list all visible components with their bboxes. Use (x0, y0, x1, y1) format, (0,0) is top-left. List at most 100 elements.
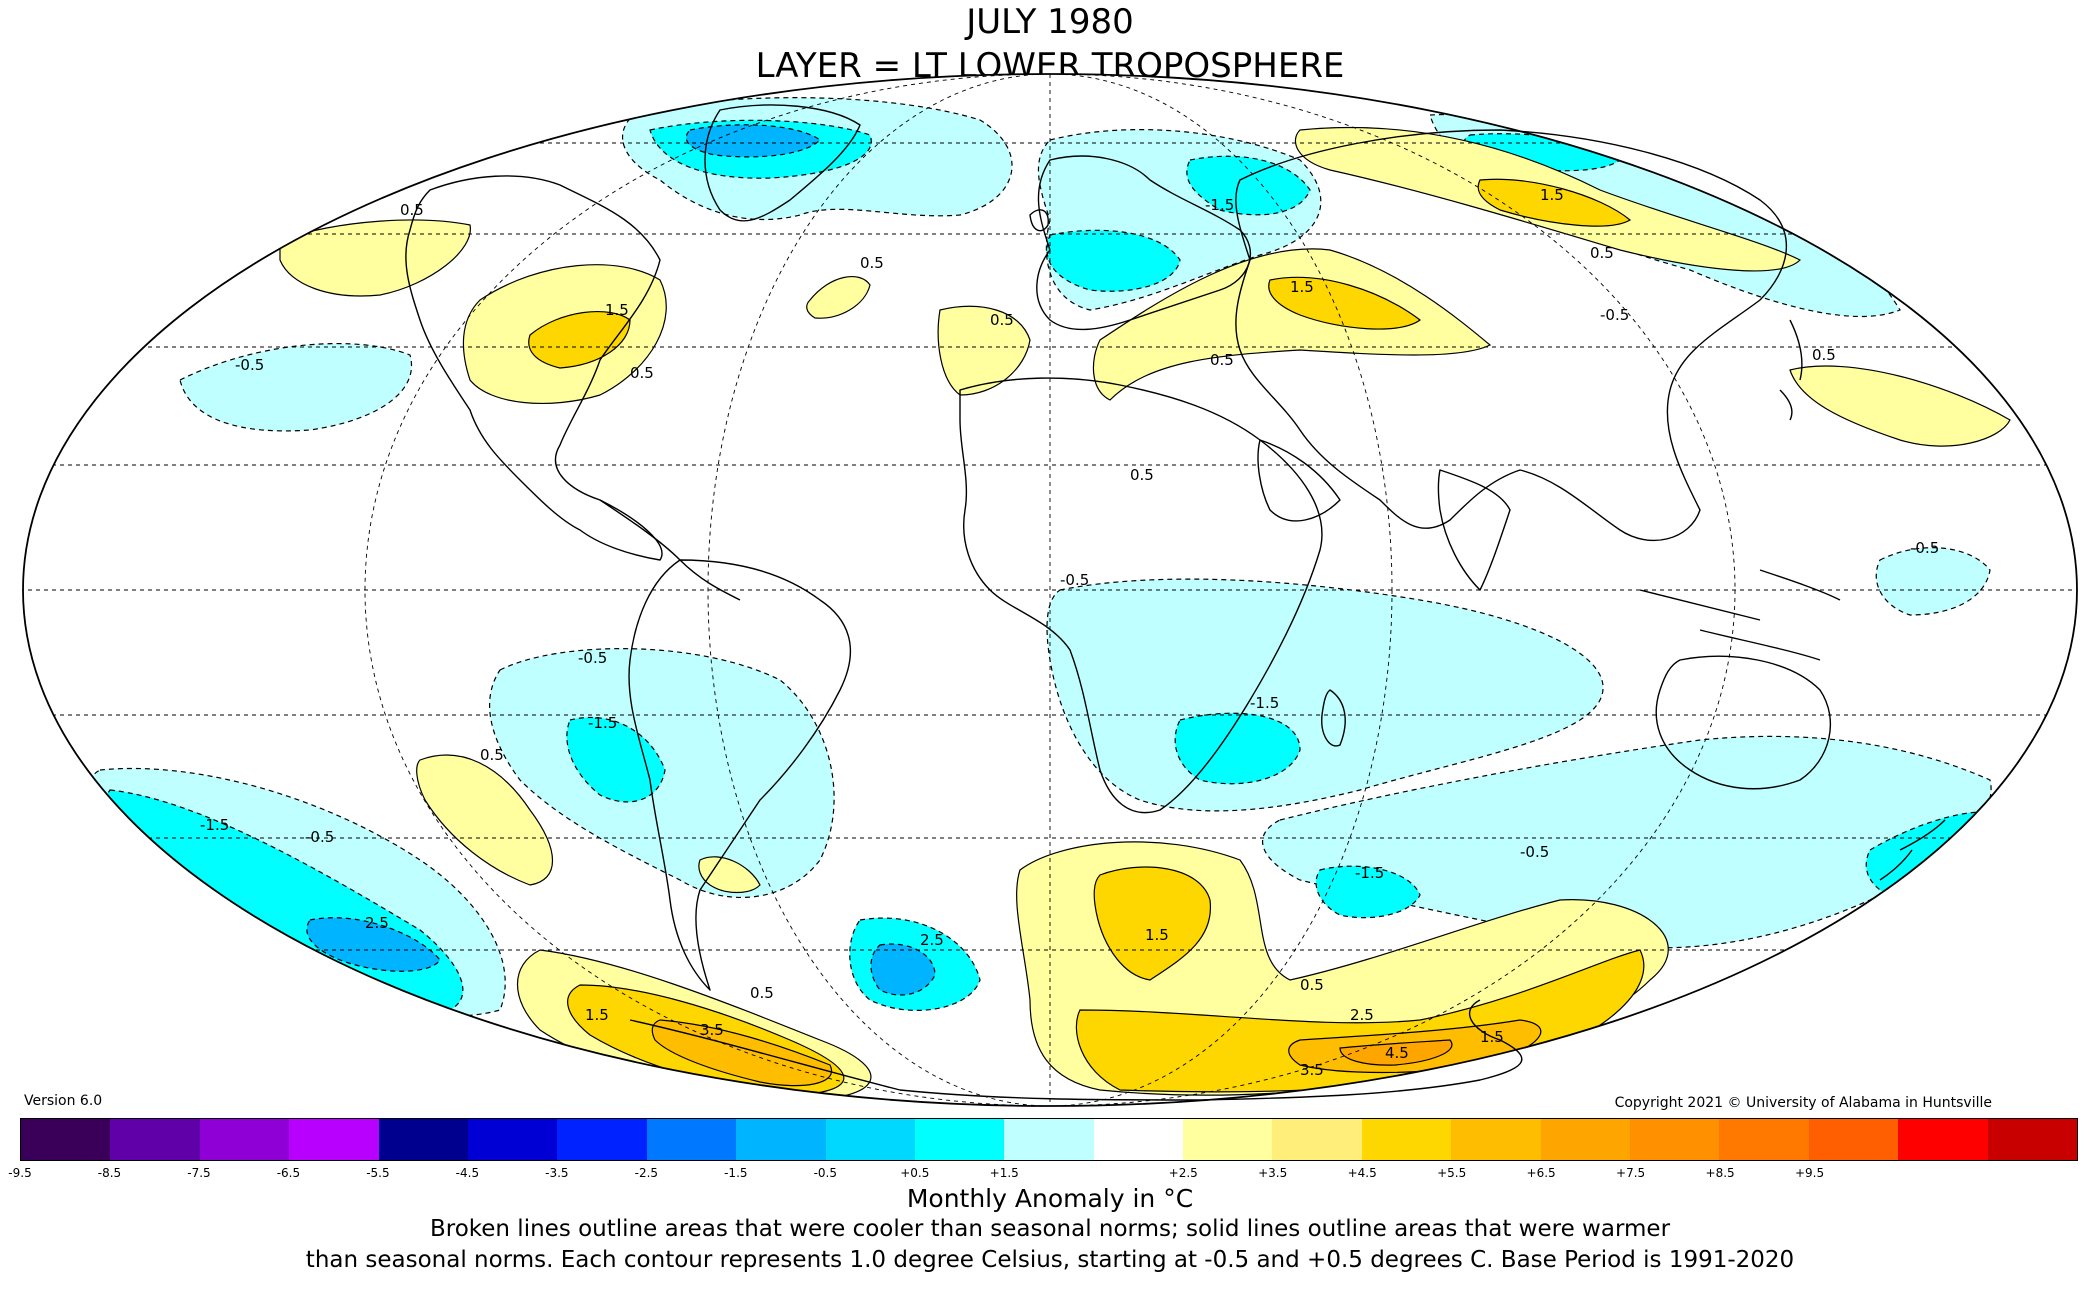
contour-label: -1.5 (200, 816, 229, 834)
warmer-region-south-atlantic (1093, 866, 1212, 981)
contour-label: 0.5 (1590, 244, 1614, 262)
warm-region-iberia (937, 305, 1031, 396)
colorbar-swatch (1630, 1119, 1720, 1160)
colorbar-swatch (825, 1119, 915, 1160)
contour-label: -0.5 (1600, 306, 1629, 324)
contour-label: 2.5 (1350, 1006, 1374, 1024)
cold-region-south-america-west (566, 716, 666, 803)
contour-label: 0.5 (990, 311, 1014, 329)
colorbar-tick-label: -8.5 (97, 1166, 122, 1180)
colorbar-swatch (1898, 1119, 1988, 1160)
contour-label: 0.5 (1812, 346, 1836, 364)
contour-label: 4.5 (1385, 1044, 1409, 1062)
colorbar-swatch (1272, 1119, 1362, 1160)
contour-label: 0.5 (480, 746, 504, 764)
units-label: Monthly Anomaly in °C (906, 1184, 1194, 1213)
contour-label: -1.5 (1250, 694, 1279, 712)
contour-label: 0.5 (1300, 976, 1324, 994)
colorbar-tick-label: +7.5 (1616, 1166, 1646, 1180)
contour-label: -0.5 (578, 649, 607, 667)
colorbar-swatch (736, 1119, 826, 1160)
indonesia-outline (1639, 569, 1841, 661)
contour-label: 0.5 (630, 364, 654, 382)
colorbar-swatch (646, 1119, 737, 1160)
colorbar-tick-label: -9.5 (8, 1166, 32, 1180)
map-border (22, 73, 2078, 1107)
copyright-label: Copyright 2021 © University of Alabama i… (1614, 1095, 1992, 1111)
warm-region-alaska (279, 219, 471, 297)
warm-region-black-sea (1092, 248, 1492, 401)
cold-region-central-europe (1046, 229, 1181, 292)
australia-outline (1655, 655, 1832, 790)
footnote-line-2: than seasonal norms. Each contour repres… (305, 1247, 1795, 1273)
contour-label: -0.5 (1060, 571, 1089, 589)
colorbar-tick-label: +9.5 (1794, 1166, 1825, 1180)
arabia-outline (1257, 439, 1341, 522)
north-america-outline (405, 175, 663, 561)
warmer-region-arctic-russia (1477, 178, 1632, 227)
cool-region-east-pacific (179, 342, 413, 432)
colorbar-swatch (1183, 1119, 1273, 1160)
greenland-outline (704, 104, 861, 222)
colorbar-tick-label: -2.5 (634, 1166, 659, 1180)
warmer-region-black-sea (1268, 276, 1422, 330)
contour-label: 1.5 (605, 301, 629, 319)
cold-region-scandinavia (1186, 155, 1311, 216)
colorbar-swatch (1093, 1119, 1184, 1160)
colorbar-tick-label: -3.5 (545, 1166, 569, 1180)
contour-label: -1.5 (588, 714, 617, 732)
colorbar-swatch (467, 1119, 558, 1160)
footnote-line-1: Broken lines outline areas that were coo… (429, 1216, 1671, 1242)
cool-region-indonesia (1875, 547, 1991, 616)
colorbar-swatch (1004, 1119, 1094, 1160)
colorbar-tick-label: -4.5 (455, 1166, 480, 1180)
colorbar-tick-label: +2.5 (1168, 1166, 1198, 1180)
contour-label: -0.5 (235, 356, 264, 374)
contour-label: 0.5 (750, 984, 774, 1002)
japan-outline (1779, 319, 1803, 421)
colorbar-swatch (110, 1119, 200, 1160)
colorbar-tick-label: -0.5 (813, 1166, 838, 1180)
colorbar-swatch (378, 1119, 468, 1160)
graticule (23, 74, 2077, 1106)
contour-label: 2.5 (920, 931, 944, 949)
world-anomaly-map: 0.5 1.5 0.5 -0.5 0.5 0.5 0.5 1.5 -1.5 1.… (22, 73, 2078, 1107)
colorbar-tick-label: +1.5 (989, 1166, 1019, 1180)
colorbar (20, 1118, 2078, 1161)
asia-outline (1235, 129, 1787, 542)
colorbar-tick-label: -5.5 (366, 1166, 390, 1180)
contour-label: 2.5 (365, 914, 389, 932)
europe-outline (1036, 155, 1251, 331)
contour-label: 1.5 (1540, 186, 1564, 204)
uk-outline (1029, 209, 1049, 232)
colorbar-tick-label: -6.5 (276, 1166, 301, 1180)
contour-label: 0.5 (400, 201, 424, 219)
colorbar-tick-label: +6.5 (1526, 1166, 1556, 1180)
india-outline (1437, 469, 1511, 591)
contour-label: 1.5 (1480, 1028, 1504, 1046)
contour-label: -0.5 (1520, 843, 1549, 861)
version-label: Version 6.0 (24, 1093, 103, 1109)
very-cold-region-greenland (685, 124, 821, 158)
colorbar-swatch (1808, 1119, 1899, 1160)
contour-label: 1.5 (1290, 278, 1314, 296)
contour-label: 0.5 (1210, 351, 1234, 369)
contour-label: -1.5 (1205, 196, 1234, 214)
warm-region-atlantic-spot (806, 276, 871, 319)
footnote: Broken lines outline areas that were coo… (0, 1214, 2100, 1276)
warm-region-chile-spot (698, 856, 761, 894)
contour-label: 3.5 (700, 1021, 724, 1039)
colorbar-swatch (1451, 1119, 1541, 1160)
colorbar-swatch (1719, 1119, 1809, 1160)
colorbar-swatch (1540, 1119, 1631, 1160)
title-month: JULY 1980 (966, 2, 1134, 42)
contour-label: 3.5 (1300, 1061, 1324, 1079)
contour-label: -0.5 (1910, 539, 1939, 557)
contour-label: -0.5 (305, 828, 334, 846)
africa-outline (959, 377, 1323, 814)
colorbar-tick-label: +3.5 (1258, 1166, 1288, 1180)
new-zealand-outline (1879, 819, 1946, 881)
south-america-outline (628, 559, 852, 991)
contour-label: 0.5 (1130, 466, 1154, 484)
hottest-region-antarctic (1339, 1039, 1453, 1066)
